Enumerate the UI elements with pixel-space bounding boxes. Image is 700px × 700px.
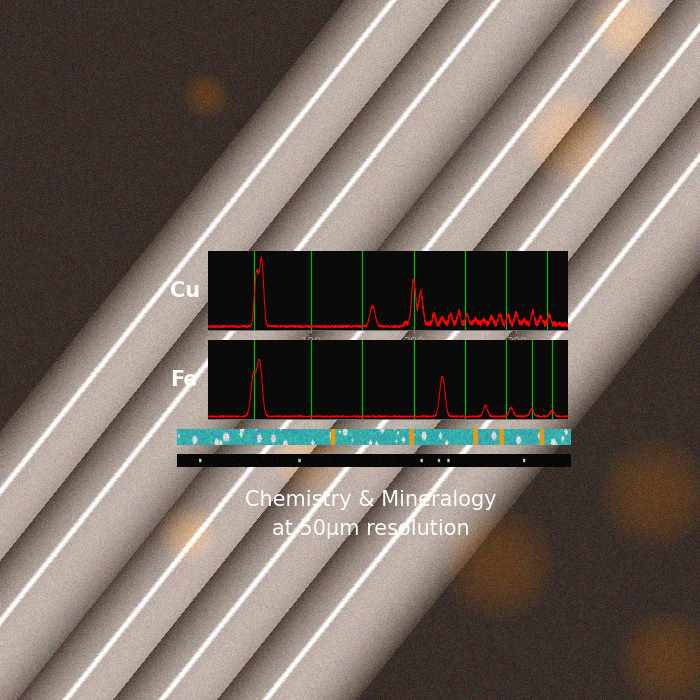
Text: Chemistry & Mineralogy: Chemistry & Mineralogy xyxy=(245,491,497,510)
Text: Fe: Fe xyxy=(169,370,197,389)
Text: at 50μm resolution: at 50μm resolution xyxy=(272,519,470,539)
Text: Cu: Cu xyxy=(169,281,200,300)
